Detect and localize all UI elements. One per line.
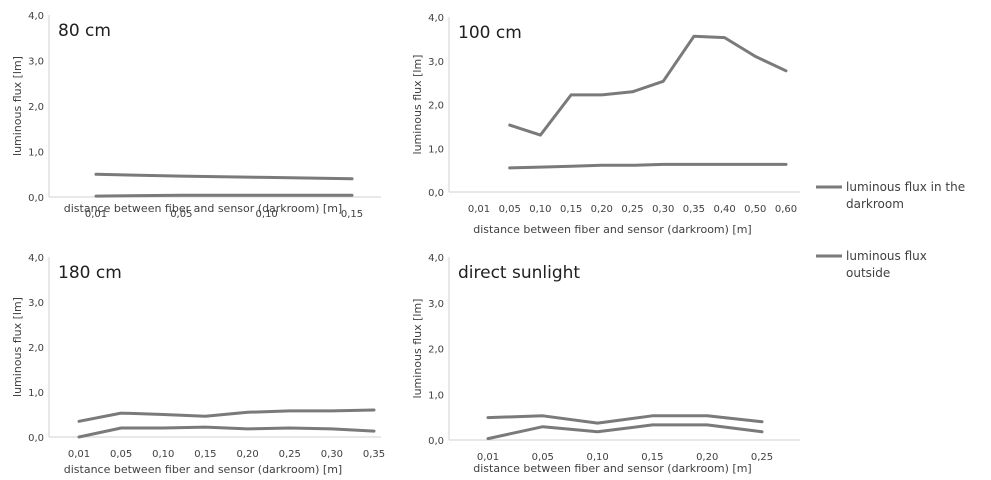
series-line-darkroom: [486, 414, 764, 425]
y-tick-label: 1,0: [428, 390, 444, 401]
legend-label: luminous flux: [846, 249, 927, 263]
x-tick-label: 0,20: [591, 204, 613, 215]
x-tick-label: 0,15: [641, 452, 663, 463]
y-axis-title: luminous flux [lm]: [11, 297, 24, 397]
panel-3: 0,0 1,0 2,0 3,0 4,0 0,01 0,05 0,10 0,15 0,20 0,25 0…: [11, 253, 385, 476]
y-tick-label: 0,0: [428, 436, 444, 447]
x-tick-label: 0,25: [621, 204, 643, 215]
x-tick-label: 0,10: [152, 449, 174, 460]
y-tick-label: 4,0: [28, 11, 44, 22]
x-tick-label: 0,40: [713, 204, 735, 215]
series-line-outside: [508, 162, 788, 170]
y-tick-label: 4,0: [428, 13, 444, 24]
x-tick-label: 0,01: [477, 452, 499, 463]
y-tick-label: 2,0: [428, 101, 444, 112]
x-tick-label: 0,01: [468, 204, 490, 215]
x-tick-label: 0,15: [560, 204, 582, 215]
legend-label: luminous flux in the: [846, 180, 965, 194]
y-tick-label: 3,0: [28, 298, 44, 309]
series-line-outside: [94, 193, 354, 198]
x-axis-title: distance between fiber and sensor (darkr…: [473, 462, 751, 475]
series-line-darkroom: [77, 408, 376, 423]
x-tick-label: 0,20: [236, 449, 258, 460]
panel-title: 80 cm: [58, 21, 111, 41]
y-tick-label: 4,0: [28, 253, 44, 264]
y-tick-label: 4,0: [428, 253, 444, 264]
x-tick-label: 0,35: [683, 204, 705, 215]
series-line-outside: [77, 425, 376, 439]
y-axis-title: luminous flux [lm]: [411, 55, 424, 155]
y-tick-label: 3,0: [28, 57, 44, 68]
series-line-outside: [486, 423, 764, 441]
y-tick-label: 2,0: [28, 102, 44, 113]
panel-1: 0,0 1,0 2,0 3,0 4,0 0,01 0,05 0,10 0,15distance …: [11, 11, 381, 220]
y-axis-title: luminous flux [lm]: [411, 299, 424, 399]
x-tick-label: 0,50: [744, 204, 766, 215]
x-tick-label: 0,25: [751, 452, 773, 463]
y-tick-label: 0,0: [28, 193, 44, 204]
x-tick-label: 0,05: [110, 449, 132, 460]
x-tick-label: 0,25: [279, 449, 301, 460]
panel-2: 0,0 1,0 2,0 3,0 4,0 0,01 0,05 0,10 0,15 0,20 0,25 0…: [411, 13, 800, 236]
x-tick-label: 0,05: [170, 209, 192, 220]
x-tick-label: 0,01: [68, 449, 90, 460]
legend-label: darkroom: [846, 197, 904, 211]
y-tick-label: 3,0: [428, 299, 444, 310]
y-tick-label: 1,0: [28, 148, 44, 159]
x-tick-label: 0,35: [363, 449, 385, 460]
y-tick-label: 3,0: [428, 57, 444, 68]
y-tick-label: 2,0: [428, 345, 444, 356]
chart-panels: 0,01,02,03,04,00,01 0,05 0,10 0,15distance …: [11, 11, 800, 476]
y-tick-label: 1,0: [28, 388, 44, 399]
panel-title: direct sunlight: [458, 263, 580, 283]
x-tick-label: 0,10: [256, 209, 278, 220]
legend-item-outside: luminous flux outside: [816, 249, 927, 280]
x-tick-label: 0,15: [341, 209, 363, 220]
y-tick-label: 0,0: [28, 433, 44, 444]
panel-title: 180 cm: [58, 263, 122, 283]
legend-item-darkroom: luminous flux in the darkroom: [816, 180, 965, 211]
y-tick-label: 1,0: [428, 144, 444, 155]
x-axis-title: distance between fiber and sensor (darkr…: [473, 223, 751, 236]
x-tick-label: 0,20: [696, 452, 718, 463]
x-tick-label: 0,10: [529, 204, 551, 215]
x-axis-title: distance between fiber and sensor (darkr…: [64, 202, 342, 215]
y-axis-title: luminous flux [lm]: [11, 56, 24, 156]
panel-4: 0,01,02,03,04,00,01 0,05 0,10 0,15 0,20 0,25d…: [411, 253, 800, 475]
y-tick-label: 2,0: [28, 343, 44, 354]
x-axis-title: distance between fiber and sensor (darkr…: [64, 463, 342, 476]
legend-label: outside: [846, 266, 890, 280]
x-tick-label: 0,05: [532, 452, 554, 463]
x-tick-label: 0,30: [652, 204, 674, 215]
x-tick-label: 0,30: [321, 449, 343, 460]
x-tick-label: 0,15: [194, 449, 216, 460]
x-tick-label: 0,01: [85, 209, 107, 220]
panel-title: 100 cm: [458, 23, 522, 43]
x-tick-label: 0,05: [499, 204, 521, 215]
series-line-darkroom: [94, 172, 354, 181]
x-tick-label: 0,60: [775, 204, 797, 215]
x-tick-label: 0,10: [586, 452, 608, 463]
series-line-darkroom: [508, 34, 788, 137]
y-tick-label: 0,0: [428, 188, 444, 199]
